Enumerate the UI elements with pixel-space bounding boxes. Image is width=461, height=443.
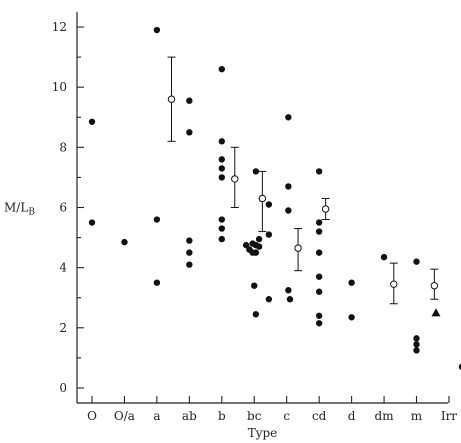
y-tick-label: 10: [52, 80, 67, 94]
data-point: [186, 97, 193, 104]
data-point: [286, 296, 294, 303]
data-point: [218, 235, 225, 243]
data-point: [315, 320, 323, 327]
y-tick-label: 0: [59, 381, 67, 395]
data-point: [251, 282, 258, 289]
x-tick-label: bc: [247, 409, 262, 423]
data-point: [88, 118, 96, 125]
data-point: [153, 26, 161, 34]
data-point: [315, 168, 323, 175]
mean-point: [258, 194, 267, 203]
axis-labels: M/LB Type: [4, 201, 277, 441]
data-point: [315, 273, 323, 280]
data-point: [121, 238, 128, 246]
x-tick-label: Irr: [441, 409, 457, 423]
mean-point: [390, 280, 398, 288]
data-point: [265, 231, 273, 238]
data-point: [218, 156, 225, 163]
data-point: [413, 347, 420, 354]
mean-point: [430, 282, 439, 290]
y-tick-label: 4: [59, 261, 67, 275]
data-point: [380, 253, 388, 261]
data-point: [218, 138, 225, 145]
x-tick-label: ab: [182, 409, 197, 423]
data-marks: [88, 26, 461, 370]
mean-point: [294, 244, 302, 252]
data-point: [186, 249, 193, 256]
data-point: [218, 225, 225, 232]
mean-point: [231, 175, 239, 183]
x-tick-label: b: [218, 409, 226, 423]
data-point: [315, 219, 323, 226]
data-point: [285, 114, 292, 121]
data-point: [285, 207, 292, 214]
x-tick-label: d: [348, 409, 356, 423]
data-point: [252, 249, 260, 256]
x-tick-label: O: [87, 409, 97, 423]
y-axis-label-main: M/L: [4, 201, 28, 215]
x-axis-label: Type: [248, 426, 278, 440]
data-point: [186, 237, 193, 244]
data-point: [186, 261, 193, 268]
y-tick-label: 2: [59, 321, 67, 335]
axes: 0 2 4 6 8 10 12 O O/a a ab b bc c cd d dm m Irr: [52, 12, 457, 423]
data-point: [252, 168, 260, 175]
data-point: [413, 258, 420, 265]
x-tick-label: O/a: [114, 409, 135, 423]
mean-point: [321, 205, 330, 213]
data-point: [218, 65, 225, 73]
data-point: [315, 312, 323, 319]
y-tick-label: 12: [52, 20, 67, 34]
data-point: [413, 341, 420, 348]
data-point: [458, 363, 461, 370]
data-point: [88, 219, 96, 226]
y-tick-label: 6: [59, 201, 67, 215]
data-point: [153, 216, 161, 223]
data-point: [285, 287, 292, 294]
data-point: [186, 129, 193, 136]
y-axis-label-subscript: B: [28, 208, 35, 218]
data-point: [315, 228, 323, 235]
x-tick-label: c: [283, 409, 290, 423]
x-tick-label: cd: [312, 409, 327, 423]
data-point: [252, 311, 260, 318]
data-point: [265, 296, 273, 303]
x-tick-label: m: [411, 409, 423, 423]
x-tick-label: dm: [375, 409, 395, 423]
y-axis-label: M/LB: [4, 201, 35, 218]
x-tick-label: a: [153, 409, 160, 423]
data-point: [153, 279, 161, 286]
data-point: [315, 288, 323, 295]
data-point: [218, 216, 225, 223]
data-point: [255, 243, 263, 250]
data-point: [348, 279, 355, 286]
data-point: [242, 241, 250, 249]
data-point: [255, 235, 263, 243]
y-tick-label: 8: [59, 140, 67, 154]
data-point: [265, 201, 273, 208]
data-point: [285, 183, 292, 190]
data-point: [218, 165, 225, 172]
mean-point: [167, 95, 176, 103]
data-point: [218, 174, 225, 181]
data-point: [315, 249, 323, 256]
data-point: [348, 314, 355, 321]
triangle-point: [431, 308, 441, 317]
data-point: [413, 335, 420, 342]
